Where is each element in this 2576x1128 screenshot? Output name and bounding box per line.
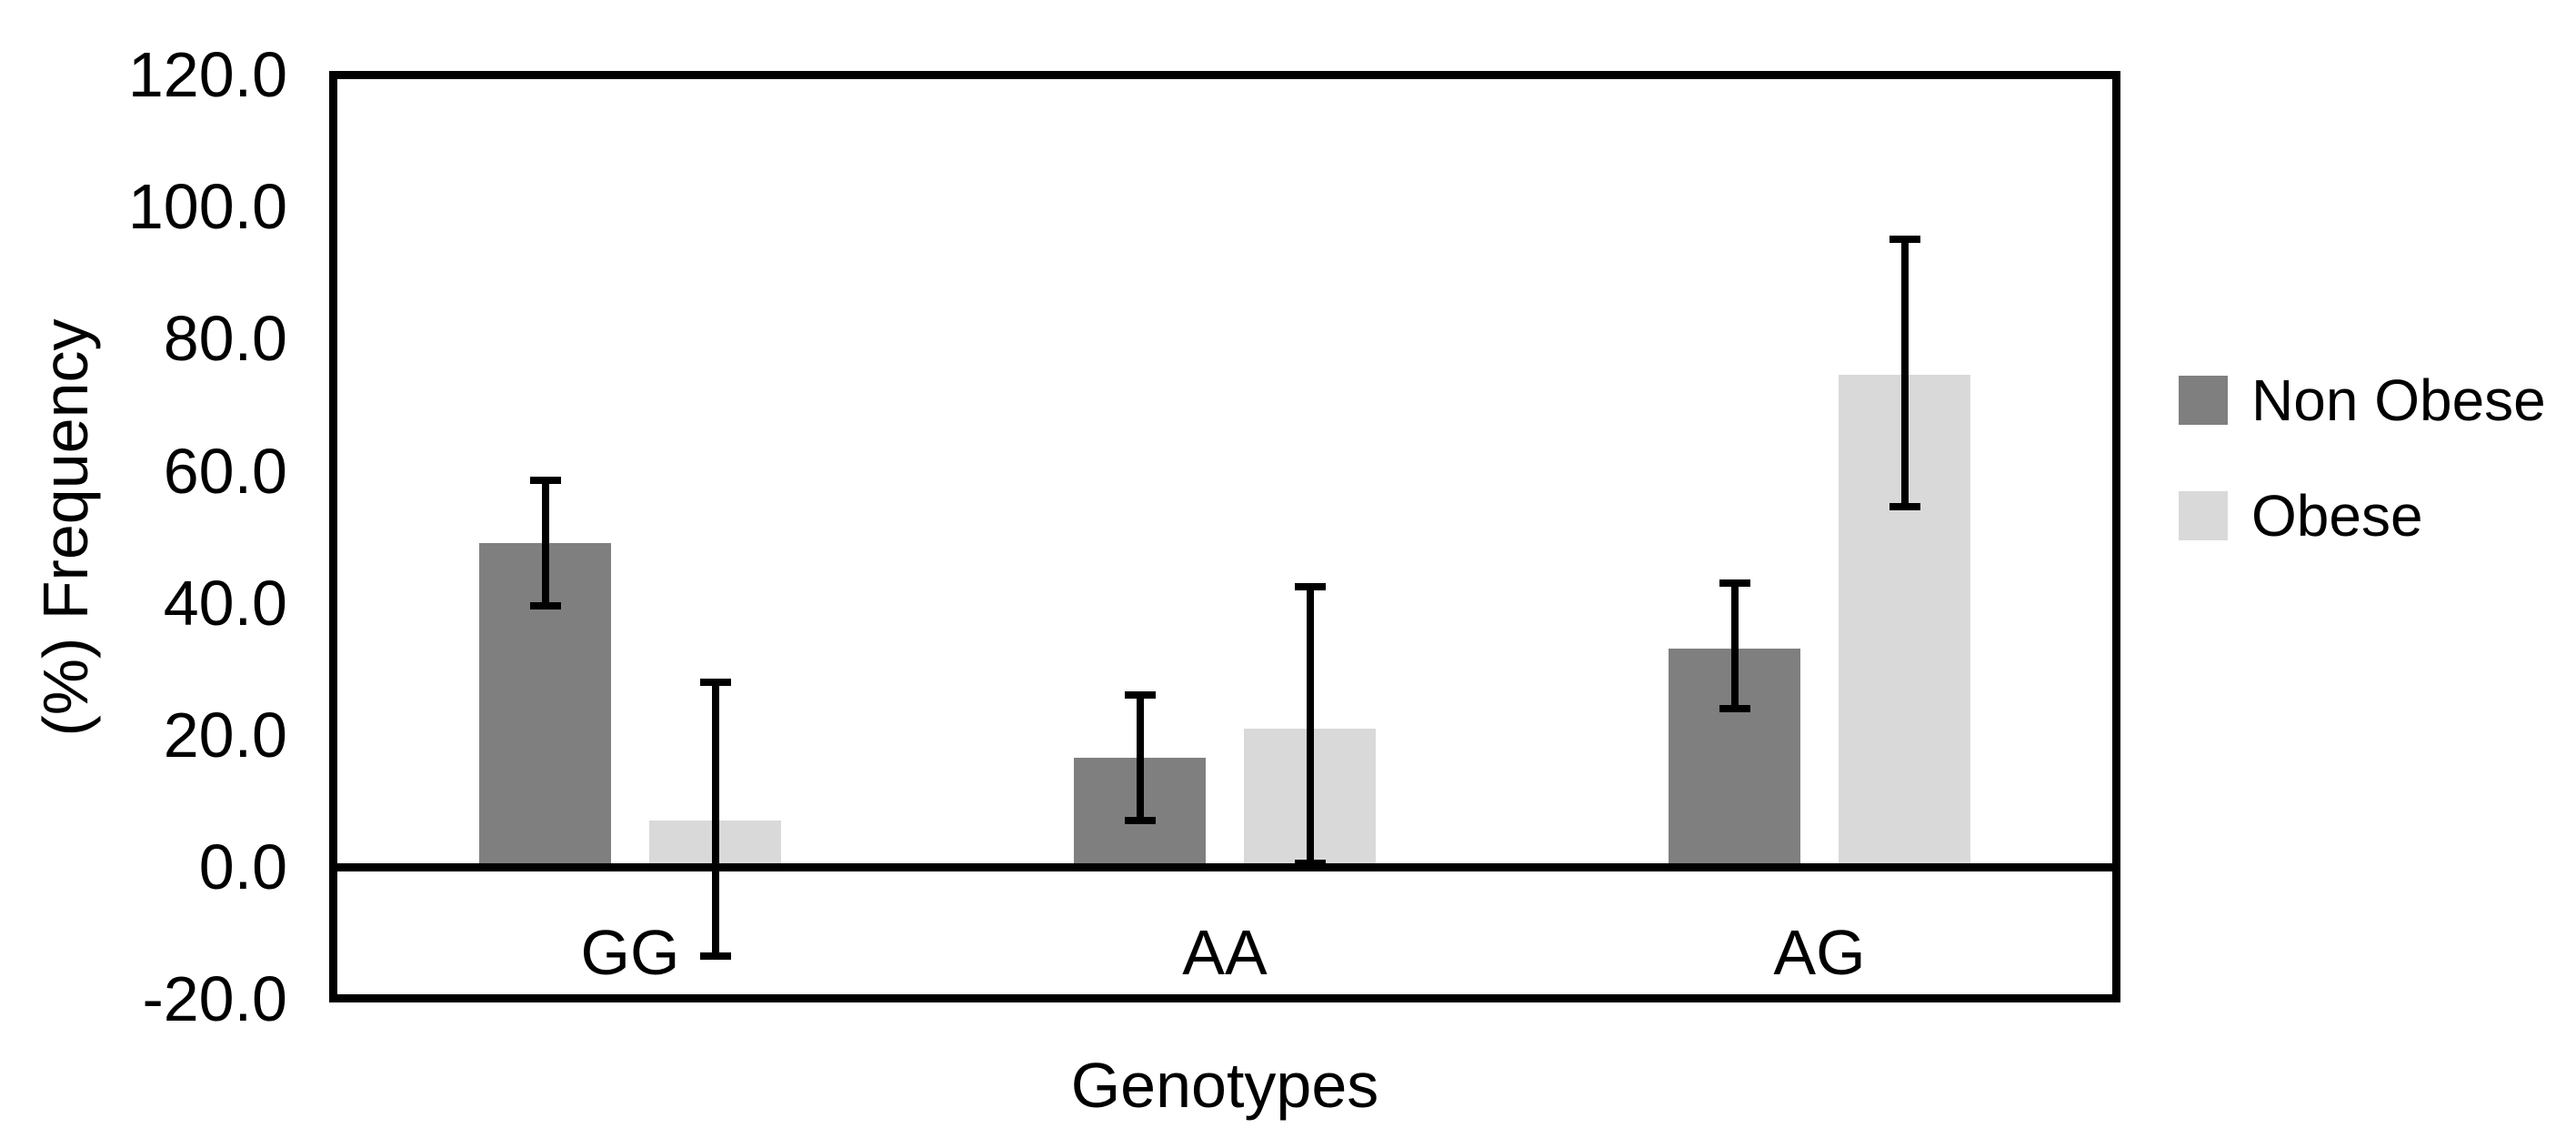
legend-entry-obese: Obese [2179,487,2423,545]
legend-label: Obese [2251,483,2423,549]
error-bar-cap [529,602,561,610]
error-bar-cap [1124,817,1156,825]
y-tick-label: -20.0 [142,963,287,1035]
error-bar-cap [1124,691,1156,700]
y-tick-label: 20.0 [163,699,287,770]
error-bar [541,480,549,607]
y-tick-label: 80.0 [163,303,287,375]
error-bar-cap [699,678,731,686]
error-bar-cap [1889,503,1920,511]
y-tick-label: 40.0 [163,567,287,639]
y-tick-label: 120.0 [127,39,287,110]
plot-area-frame [329,71,2120,1002]
error-bar-cap [1294,582,1326,590]
legend-swatch-non-obese [2179,376,2228,425]
y-axis-title: (%) Frequency [30,318,101,737]
x-category-label-ag: AG [1773,917,1866,988]
y-tick-label: 100.0 [127,171,287,243]
x-category-label-gg: GG [580,917,680,988]
error-bar [1900,239,1909,508]
y-tick-label: 0.0 [198,831,287,902]
error-bar-cap [1719,579,1750,587]
error-bar [1730,582,1739,709]
x-axis-title: Genotypes [1070,1050,1379,1121]
y-tick-label: 60.0 [163,435,287,507]
legend-label: Non Obese [2251,368,2546,433]
error-bar-cap [699,952,731,960]
error-bar-cap [1889,236,1920,244]
error-bar [1136,695,1144,821]
legend-entry-non-obese: Non Obese [2179,371,2546,429]
error-bar-cap [529,477,561,485]
x-category-label-aa: AA [1182,917,1268,988]
error-bar-cap [1719,704,1750,712]
error-bar [711,681,719,956]
error-bar [1306,586,1314,864]
legend-swatch-obese [2179,491,2228,540]
x-axis-line [333,863,2117,871]
